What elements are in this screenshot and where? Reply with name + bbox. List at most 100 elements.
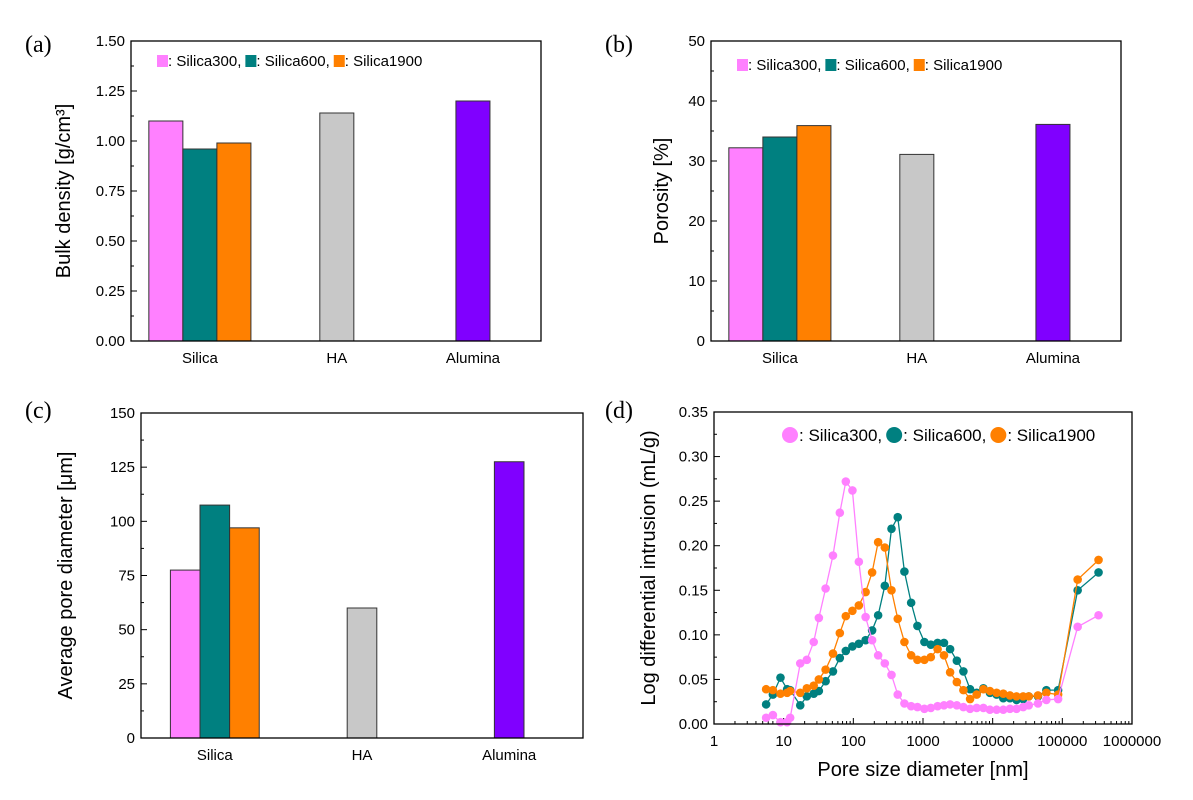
data-point (945, 700, 955, 709)
data-point (776, 673, 785, 682)
x-tick-label: HA (326, 350, 347, 367)
y-axis-label: Average pore diameter [μm] (55, 452, 77, 700)
data-point (880, 543, 890, 552)
x-tick-label: 10 (775, 733, 792, 750)
bar-silica600 (182, 148, 218, 342)
y-tick-label: 20 (688, 213, 705, 230)
legend-label: : Silica300, (799, 426, 882, 445)
data-point (848, 486, 857, 495)
bar-silica1900 (796, 125, 832, 342)
data-point (979, 703, 988, 713)
data-point (1005, 691, 1015, 700)
data-point (985, 705, 995, 715)
data-point (965, 704, 975, 714)
legend-swatch-silica600 (245, 55, 257, 67)
data-point (959, 667, 968, 676)
data-point (998, 705, 1008, 715)
data-point (873, 610, 883, 620)
data-point (873, 537, 883, 547)
data-point (1073, 585, 1082, 595)
bar-alumina (1035, 123, 1071, 342)
data-point (906, 701, 916, 711)
data-point (1094, 568, 1103, 577)
data-point (768, 685, 778, 695)
data-point (926, 640, 936, 649)
data-point (814, 675, 824, 684)
data-point (821, 665, 830, 674)
y-tick-label: 0.25 (96, 283, 125, 300)
bar-silica600 (199, 504, 231, 739)
data-point (1042, 688, 1051, 698)
data-point (761, 713, 771, 723)
data-point (848, 642, 857, 651)
y-tick-label: 0.20 (679, 538, 708, 555)
panel-b: (b) 0 10 20 30 40 50 Porosity [%] Silica HA Alumin… (605, 32, 1122, 367)
data-point (952, 656, 962, 666)
legend-label: : Silica300, (748, 57, 821, 74)
data-point (998, 689, 1008, 698)
legend-label: : Silica600, (256, 53, 329, 70)
legend-marker-silica600 (886, 427, 903, 443)
data-point (900, 567, 909, 576)
plot-frame (140, 412, 584, 739)
data-point (776, 689, 785, 698)
data-point (795, 659, 805, 668)
y-tick-label: 0.25 (679, 493, 708, 510)
legend-label: : Silica1900 (345, 53, 423, 70)
y-axis-label: Bulk density [g/cm³] (53, 104, 75, 279)
y-tick-label: 1.00 (96, 133, 125, 150)
data-point (1024, 692, 1034, 701)
bar-silica300 (169, 569, 201, 739)
data-point (1094, 555, 1103, 565)
y-tick-label: 0.30 (679, 449, 708, 466)
x-tick-label: 1 (710, 733, 718, 750)
data-point (965, 684, 975, 694)
data-point (814, 613, 824, 623)
data-point (945, 644, 955, 654)
legend-swatch-silica1900 (333, 55, 345, 67)
data-point (972, 703, 982, 713)
panel-label: (d) (605, 398, 633, 424)
data-point (867, 568, 877, 577)
data-point (768, 710, 778, 720)
plot-frame (130, 40, 542, 342)
data-point (785, 686, 795, 696)
bar-alumina (493, 461, 525, 739)
plot-frame (710, 40, 1122, 342)
bar-silica600 (762, 136, 798, 342)
bar-silica300 (148, 120, 184, 342)
legend-swatch-silica300 (737, 59, 748, 71)
data-point (893, 690, 903, 699)
y-tick-label: 0 (697, 333, 705, 350)
data-point (841, 646, 851, 656)
data-point (906, 598, 916, 608)
data-point (887, 524, 896, 534)
y-tick-label: 10 (688, 273, 705, 290)
x-tick-label: 100000 (1037, 733, 1087, 750)
x-tick-label: Silica (197, 747, 234, 764)
data-point (873, 651, 883, 660)
data-point (814, 686, 824, 696)
data-point (952, 700, 962, 710)
data-point (959, 702, 968, 712)
bar-silica1900 (216, 142, 252, 342)
y-tick-label: 125 (110, 459, 135, 476)
data-point (795, 700, 805, 710)
data-point (880, 659, 890, 668)
data-point (802, 655, 812, 665)
data-point (945, 667, 955, 677)
data-point (1042, 695, 1051, 705)
plot-frame (713, 411, 1133, 725)
x-tick-label: Alumina (482, 747, 537, 764)
data-point (828, 667, 838, 676)
data-point (761, 684, 771, 694)
y-tick-label: 40 (688, 93, 705, 110)
x-tick-label: 10000 (972, 733, 1014, 750)
y-tick-label: 75 (118, 568, 135, 585)
data-point (1033, 691, 1043, 700)
y-tick-label: 0.15 (679, 582, 708, 599)
data-point (920, 704, 929, 714)
data-point (861, 635, 870, 645)
legend-swatch-silica1900 (913, 59, 925, 71)
